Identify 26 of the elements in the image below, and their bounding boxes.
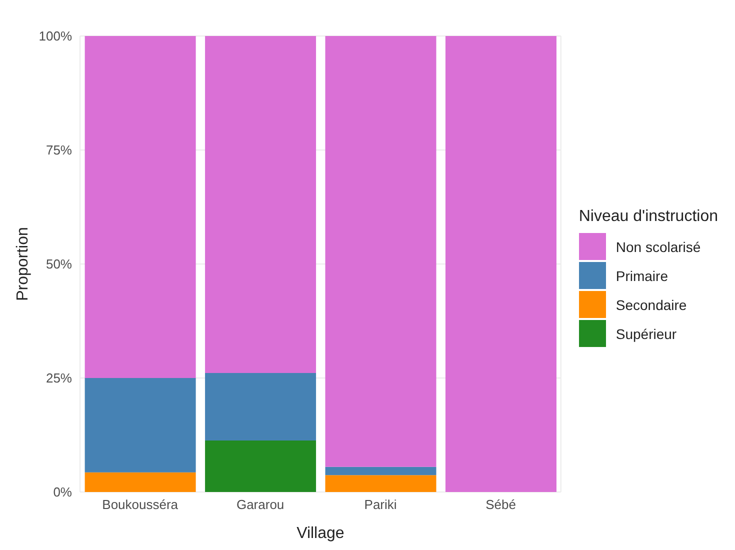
legend-label: Supérieur bbox=[616, 326, 677, 342]
x-tick-label: Gararou bbox=[236, 497, 284, 512]
y-tick-label: 75% bbox=[46, 142, 72, 158]
y-tick-label: 50% bbox=[46, 256, 72, 272]
bar bbox=[205, 36, 316, 373]
legend-label: Non scolarisé bbox=[616, 238, 701, 254]
bar bbox=[325, 466, 436, 476]
legend-title: Niveau d'instruction bbox=[578, 208, 718, 226]
x-tick-label: Sébé bbox=[486, 497, 516, 512]
x-axis-title: Village bbox=[296, 525, 344, 542]
y-tick-label: 0% bbox=[53, 484, 72, 500]
y-axis-title: Proportion bbox=[14, 227, 32, 301]
y-tick-label: 100% bbox=[38, 28, 72, 44]
bar bbox=[445, 36, 556, 492]
bar bbox=[325, 475, 436, 492]
y-tick-label: 25% bbox=[46, 370, 72, 386]
bar bbox=[84, 36, 196, 378]
bar bbox=[84, 472, 196, 492]
legend-label: Secondaire bbox=[616, 296, 687, 312]
bar bbox=[325, 36, 436, 467]
bar bbox=[205, 372, 316, 440]
x-tick-label: Boukousséra bbox=[102, 497, 179, 512]
x-tick-label: Pariki bbox=[364, 497, 397, 512]
bar bbox=[84, 378, 196, 472]
legend-label: Primaire bbox=[616, 268, 668, 284]
bar bbox=[205, 440, 316, 492]
